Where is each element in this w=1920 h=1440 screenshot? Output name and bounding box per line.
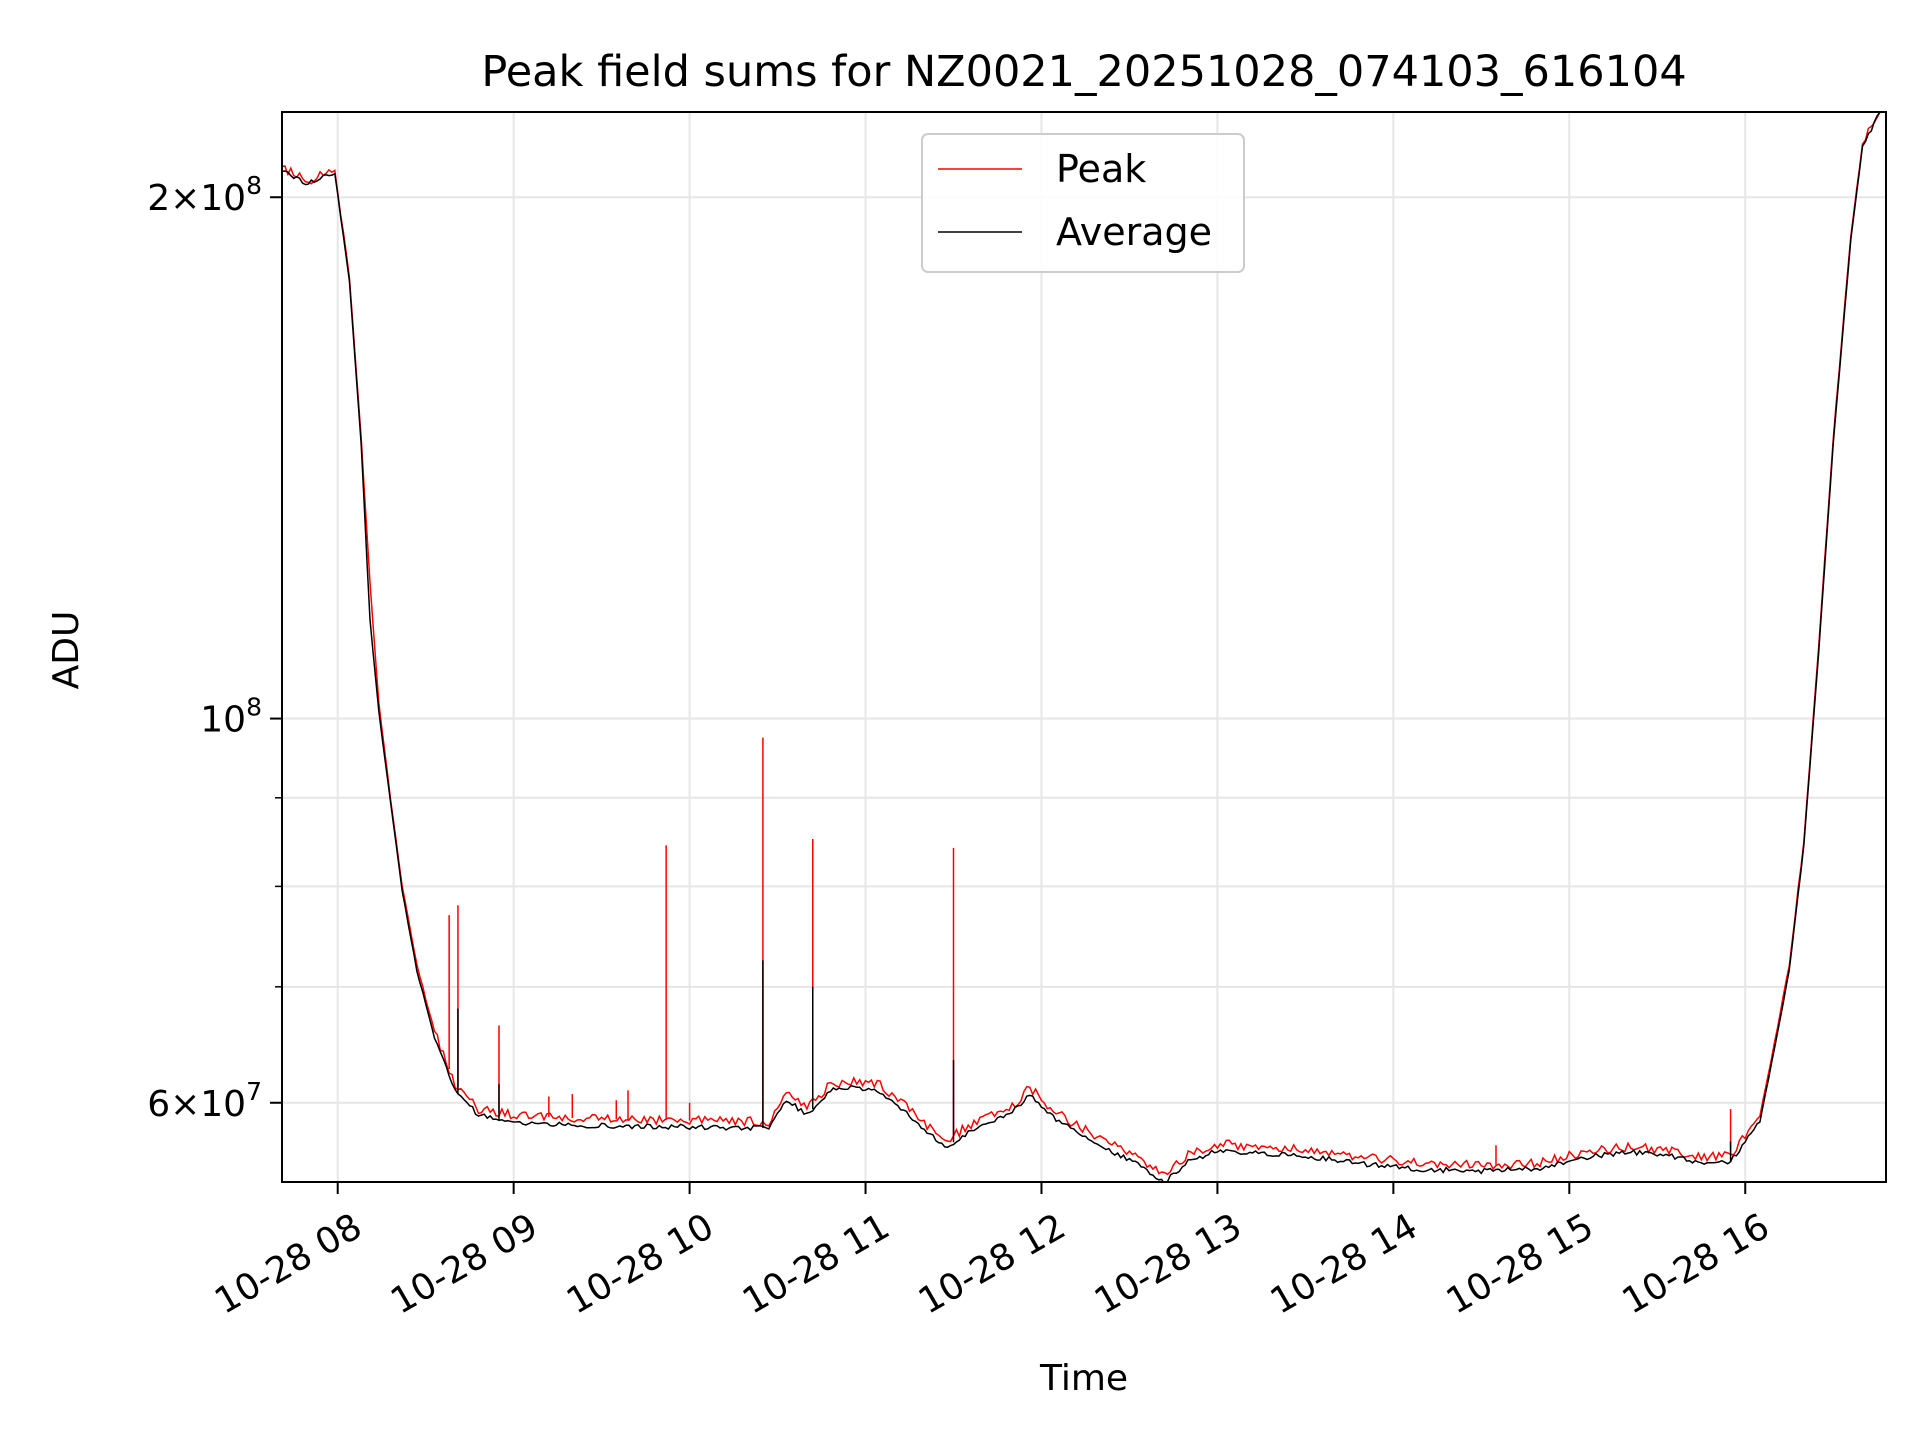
series-line-peak (282, 112, 1881, 1176)
legend-label-average: Average (1056, 210, 1212, 254)
y-tick-label-exponent: 8 (246, 693, 262, 722)
y-tick-label: 6×107 (147, 1077, 262, 1125)
y-tick-label-exponent: 8 (246, 171, 262, 200)
y-tick-label-base: 6×10 (147, 1084, 246, 1125)
series-average (282, 112, 1881, 1182)
series-line-average (282, 112, 1881, 1182)
y-tick-label: 2×108 (147, 171, 262, 219)
chart-title: Peak field sums for NZ0021_20251028_0741… (481, 47, 1686, 97)
y-tick-label-exponent: 7 (246, 1077, 262, 1106)
y-tick-label-base: 2×10 (147, 178, 246, 219)
grid (282, 112, 1886, 1182)
legend: Peak Average (921, 133, 1245, 273)
legend-label-peak: Peak (1056, 147, 1146, 191)
plot-frame (281, 111, 1887, 1183)
y-tick-label-base: 10 (200, 700, 246, 741)
series-layer (282, 112, 1881, 1182)
y-axis-label: ADU (46, 611, 87, 690)
y-tick-label: 108 (200, 693, 262, 741)
x-axis-label: Time (1039, 1358, 1128, 1399)
